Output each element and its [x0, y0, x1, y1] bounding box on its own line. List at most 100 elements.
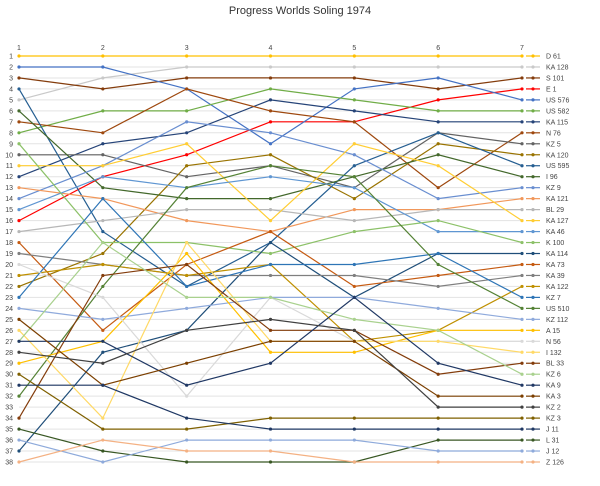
point-i-96-race-1: [17, 109, 21, 113]
legend-entry-us-582: US 582: [526, 108, 569, 115]
point-us-576-race-4: [268, 142, 273, 146]
point-a-15-race-4: [268, 350, 273, 354]
point-kz-7-race-2: [101, 197, 105, 201]
series-line-ka-128: [18, 66, 522, 101]
point-l-31-race-7: [520, 438, 524, 442]
legend-marker-kz-5: [531, 142, 535, 146]
legend-marker-ka-46: [531, 229, 535, 234]
legend-marker-us-576: [531, 98, 535, 102]
legend-label-ka-121: KA 121: [546, 196, 569, 203]
point-i-96-race-3: [185, 197, 189, 201]
point-ka-120-race-6: [436, 142, 440, 146]
point-ka-128-race-4: [268, 65, 273, 69]
y-tick-label-30: 30: [5, 372, 13, 379]
point-kz-3-race-4: [268, 416, 273, 420]
legend-label-kz-2: KZ 2: [546, 405, 561, 412]
series-j-11: [17, 383, 524, 431]
point-kz-9-race-1: [17, 197, 21, 201]
y-tick-label-35: 35: [5, 427, 13, 434]
point-kz-7-race-1: [17, 295, 21, 300]
point-ka-73-race-2: [101, 328, 105, 332]
point-bl-29-race-3: [185, 208, 189, 212]
point-ka-120-race-4: [268, 153, 273, 157]
point-bl-33-race-6: [436, 372, 440, 376]
legend-marker-ka-39: [531, 273, 535, 278]
series-us-582: [17, 87, 524, 135]
point-ka-115-race-5: [352, 109, 356, 113]
legend-marker-z-126: [531, 460, 535, 464]
x-tick-label-6: 6: [436, 45, 440, 52]
y-tick-label-1: 1: [9, 54, 13, 61]
y-tick-label-38: 38: [5, 460, 13, 467]
y-tick-label-14: 14: [5, 196, 13, 203]
legend-entry-i-132: I 132: [526, 350, 562, 357]
point-a-15-race-7: [520, 328, 524, 332]
point-ka-73-race-4: [268, 229, 273, 234]
point-kz-7-race-4: [268, 262, 273, 267]
legend-entry-ka-115: KA 115: [526, 119, 568, 126]
y-tick-label-3: 3: [9, 75, 13, 82]
legend-label-ka-120: KA 120: [546, 152, 569, 159]
series-line-kz-3: [18, 373, 522, 430]
y-tick-label-12: 12: [5, 174, 13, 181]
legend-label-l-31: L 31: [546, 438, 559, 445]
point-j-12-race-1: [17, 438, 21, 442]
x-axis-ticks: 1 2 3 4 5 6 7: [17, 45, 524, 52]
point-z-126-race-7: [520, 460, 524, 464]
legend-label-us-510: US 510: [546, 306, 569, 313]
legend-entry-bl-33: BL 33: [526, 361, 564, 368]
point-ka-127-race-3: [185, 142, 189, 146]
y-tick-label-7: 7: [9, 119, 13, 126]
legend-entry-kz-7: KZ 7: [526, 295, 561, 302]
y-tick-label-33: 33: [5, 405, 13, 412]
point-kz-112-race-1: [17, 306, 21, 310]
point-z-126-race-3: [185, 449, 189, 453]
point-k-100-race-5: [352, 229, 356, 234]
series-d-61: [17, 54, 524, 58]
legend-entry-kz-2: KZ 2: [526, 405, 561, 412]
point-kz-6-race-7: [520, 372, 524, 376]
series-kz-3: [17, 372, 524, 431]
point-ka-73-race-6: [436, 273, 440, 278]
point-us-510-race-2: [101, 284, 105, 289]
legend-label-bl-33: BL 33: [546, 361, 564, 368]
point-kz-2-race-7: [520, 405, 524, 409]
legend-entry-i-96: I 96: [526, 174, 558, 181]
legend-entry-s-101: S 101: [526, 75, 564, 82]
series-l-31: [17, 427, 524, 464]
point-ka-3-race-6: [436, 394, 440, 398]
point-kz-2-race-2: [101, 361, 105, 365]
point-kz-6-race-5: [352, 317, 356, 321]
point-ka-121-race-3: [185, 218, 189, 223]
point-ka-115-race-7: [520, 120, 524, 124]
legend-label-e-1: E 1: [546, 86, 557, 93]
point-bl-29-race-4: [268, 208, 273, 212]
point-us-576-race-7: [520, 98, 524, 102]
legend-entry-kz-6: KZ 6: [526, 372, 561, 379]
point-j-11-race-1: [17, 383, 21, 387]
legend-entry-kz-5: KZ 5: [526, 141, 561, 148]
legend-entry-d-61: D 61: [526, 54, 561, 61]
legend-entry-ka-128: KA 128: [526, 64, 569, 71]
point-kz-6-race-3: [185, 295, 189, 300]
series-ka-128: [17, 65, 524, 102]
point-j-11-race-2: [101, 383, 105, 387]
series-line-n-76: [18, 88, 523, 189]
legend-label-j-11: J 11: [546, 427, 559, 434]
legend-label-kz-5: KZ 5: [546, 141, 561, 148]
legend-entry-ka-46: KA 46: [526, 229, 565, 236]
point-j-12-race-5: [352, 438, 356, 442]
series-j-12: [17, 438, 524, 464]
point-ka-115-race-6: [436, 120, 440, 124]
point-bl-33-race-1: [17, 416, 21, 420]
point-us-582-race-2: [101, 109, 105, 113]
point-s-101-race-5: [352, 76, 356, 80]
point-us-595-race-2: [101, 229, 105, 234]
legend-marker-e-1: [531, 87, 535, 91]
y-tick-label-6: 6: [9, 108, 13, 115]
legend-entry-n-56: N 56: [526, 339, 561, 346]
y-tick-label-34: 34: [5, 416, 13, 423]
y-tick-label-28: 28: [5, 350, 13, 357]
point-us-576-race-6: [436, 76, 440, 80]
point-ka-128-race-3: [185, 65, 189, 69]
